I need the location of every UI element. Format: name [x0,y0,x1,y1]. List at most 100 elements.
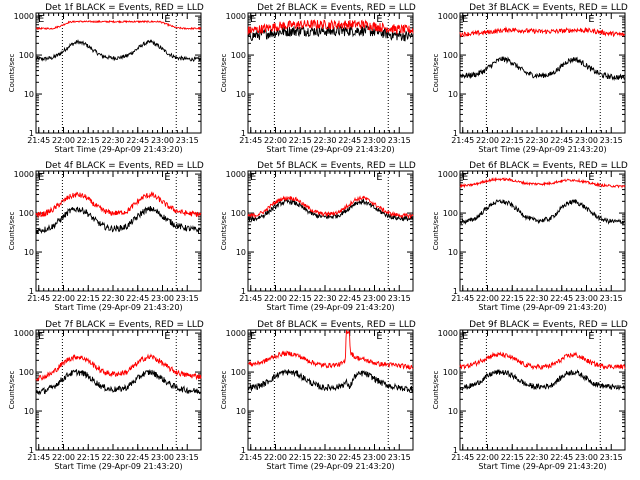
y-tick-label: 10 [24,90,34,99]
x-tick-label: 23:00 [151,136,174,145]
x-tick-label: 22:45 [126,453,149,462]
plot-frame [459,12,626,134]
marker-label-right: E [376,331,382,342]
series-line-events [247,198,414,223]
marker-label-right: E [164,172,170,183]
series-line-lld [35,353,202,382]
x-axis-label: Start Time (29-Apr-09 21:43:20) [478,145,606,154]
series-line-lld [247,18,414,36]
chart-title: Det 2f BLACK = Events, RED = LLD [257,3,416,13]
x-tick-label: 21:45 [451,136,474,145]
chart-title: Det 5f BLACK = Events, RED = LLD [257,161,416,171]
y-tick-label: 1000 [438,329,458,338]
y-tick-label: 1000 [14,170,34,179]
x-tick-label: 22:30 [313,294,336,303]
y-tick-label: 100 [19,209,34,218]
plot-frame [459,329,626,451]
x-tick-label: 22:30 [313,453,336,462]
x-tick-label: 22:45 [550,136,573,145]
marker-label-right: E [164,14,170,25]
x-axis-label: Start Time (29-Apr-09 21:43:20) [266,462,394,471]
x-tick-label: 22:45 [338,136,361,145]
x-tick-label: 21:45 [451,294,474,303]
series-line-events [247,368,414,394]
y-axis-label: Counts/sec [8,54,16,93]
y-tick-label: 100 [443,209,458,218]
marker-label-left: E [250,172,256,183]
series-line-lld [35,191,202,219]
y-tick-label: 1 [453,446,458,455]
y-tick-label: 10 [448,407,458,416]
y-tick-label: 1 [241,287,246,296]
plot-frame [247,170,414,292]
y-tick-label: 10 [236,248,246,257]
y-tick-label: 100 [19,368,34,377]
marker-label-left: E [462,172,468,183]
x-tick-label: 21:45 [239,136,262,145]
x-axis-label: Start Time (29-Apr-09 21:43:20) [54,145,182,154]
x-tick-label: 22:30 [525,294,548,303]
series-line-events [459,198,626,226]
x-tick-label: 22:30 [101,294,124,303]
chart-title: Det 1f BLACK = Events, RED = LLD [45,3,204,13]
x-tick-label: 21:45 [451,453,474,462]
x-tick-label: 22:45 [338,453,361,462]
series-line-events [459,56,626,82]
x-tick-label: 23:15 [176,294,199,303]
series-line-events [35,206,202,235]
x-tick-label: 23:15 [388,294,411,303]
plot-frame [35,12,202,134]
x-axis-label: Start Time (29-Apr-09 21:43:20) [266,145,394,154]
x-axis-label: Start Time (29-Apr-09 21:43:20) [54,303,182,312]
x-tick-label: 23:15 [176,453,199,462]
chart-title: Det 4f BLACK = Events, RED = LLD [45,161,204,171]
y-tick-label: 100 [443,51,458,60]
series-line-lld [247,330,414,370]
chart-title: Det 8f BLACK = Events, RED = LLD [257,320,416,330]
x-tick-label: 22:15 [289,136,312,145]
x-tick-label: 22:00 [476,453,499,462]
x-tick-label: 23:00 [363,453,386,462]
y-tick-label: 1000 [226,12,246,21]
x-tick-label: 22:15 [77,294,100,303]
x-tick-label: 22:45 [126,136,149,145]
x-tick-label: 21:45 [27,294,50,303]
x-tick-label: 23:15 [388,136,411,145]
x-tick-label: 23:15 [600,136,623,145]
marker-label-left: E [250,331,256,342]
x-tick-label: 22:15 [289,294,312,303]
x-tick-label: 22:00 [52,294,75,303]
x-axis-label: Start Time (29-Apr-09 21:43:20) [478,303,606,312]
y-tick-label: 1 [29,446,34,455]
x-tick-label: 22:15 [77,453,100,462]
x-tick-label: 22:30 [525,136,548,145]
x-tick-label: 23:15 [600,294,623,303]
marker-label-left: E [38,14,44,25]
y-tick-label: 10 [236,90,246,99]
marker-label-right: E [376,172,382,183]
x-tick-label: 22:00 [476,294,499,303]
x-tick-label: 22:45 [550,294,573,303]
y-tick-label: 100 [231,51,246,60]
x-tick-label: 22:00 [264,453,287,462]
y-tick-label: 1000 [226,170,246,179]
x-tick-label: 22:00 [264,294,287,303]
series-line-lld [459,26,626,38]
y-tick-label: 100 [231,209,246,218]
y-axis-label: Counts/sec [220,212,228,251]
y-tick-label: 100 [231,368,246,377]
marker-label-left: E [250,14,256,25]
x-tick-label: 23:00 [363,294,386,303]
marker-label-right: E [588,172,594,183]
series-line-lld [459,176,626,189]
chart-title: Det 6f BLACK = Events, RED = LLD [469,161,628,171]
x-tick-label: 23:00 [575,136,598,145]
y-tick-label: 1 [241,446,246,455]
